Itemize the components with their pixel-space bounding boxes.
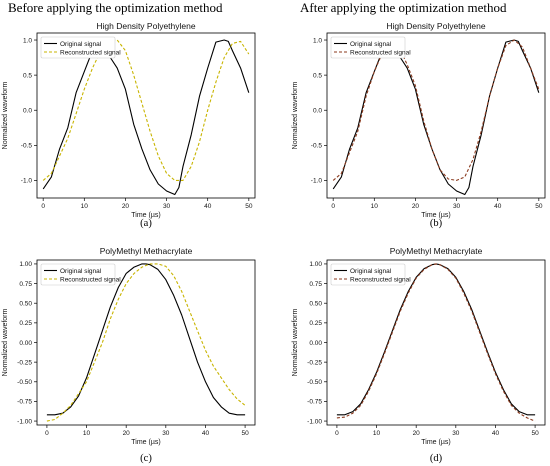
x-tick-label: 20 [413,430,421,437]
legend-box [40,263,116,286]
x-tick-label: 20 [412,203,420,210]
x-tick-label: 50 [531,430,539,437]
x-tick-label: 30 [163,203,171,210]
series-original-line [46,263,246,416]
y-tick-label: -0.25 [307,359,322,366]
x-axis-label: Time (µs) [131,439,160,446]
chart-title: PolyMethyl Methacrylate [100,246,193,256]
x-tick-label: 0 [335,430,339,437]
x-tick-label: 10 [83,430,91,437]
x-tick-label: 40 [204,203,212,210]
legend-label: Original signal [350,268,392,275]
series-reconstructed-line [336,263,536,422]
y-tick-label: -0.5 [311,143,323,150]
y-tick-label: 1.0 [23,37,32,44]
x-axis-label: Time (µs) [421,439,450,446]
legend-label: Reconstructed signal [350,276,411,283]
y-tick-label: -0.75 [17,399,32,406]
x-tick-label: 30 [452,430,460,437]
x-tick-label: 0 [41,203,45,210]
y-tick-label: -1.0 [21,178,33,185]
x-tick-label: 10 [81,203,89,210]
legend-label: Original signal [60,268,102,275]
y-tick-label: -1.00 [17,418,32,425]
y-tick-label: -0.5 [21,143,33,150]
legend-label: Reconstructed signal [350,49,411,56]
y-axis-label: Normalized waveform [2,308,9,376]
x-tick-label: 50 [241,430,249,437]
y-tick-label: 0.00 [309,340,322,347]
y-axis-label: Normalized waveform [292,308,299,376]
y-tick-label: 1.00 [309,261,322,268]
plot-frame [326,32,546,199]
x-tick-label: 0 [331,203,335,210]
series-reconstructed-line [332,39,540,181]
x-tick-label: 0 [45,430,49,437]
y-tick-label: 0.5 [23,72,32,79]
x-tick-label: 10 [373,430,381,437]
y-tick-label: 0.75 [309,281,322,288]
y-tick-label: -0.50 [17,379,32,386]
series-original-line [332,39,540,196]
y-axis-label: Normalized waveform [2,81,9,149]
header-before: Before applying the optimization method [8,0,223,15]
panel-label: (b) [430,218,443,229]
x-tick-label: 30 [162,430,170,437]
x-tick-label: 50 [535,203,543,210]
header-after: After applying the optimization method [300,0,507,15]
y-tick-label: 1.0 [313,37,322,44]
chart-title: PolyMethyl Methacrylate [390,246,483,256]
x-tick-label: 10 [371,203,379,210]
y-tick-label: -1.0 [311,178,323,185]
chart-title: High Density Polyethylene [386,21,485,31]
panel-label: (d) [430,453,443,464]
x-tick-label: 40 [494,203,502,210]
legend-box [330,36,406,59]
y-tick-label: 0.00 [19,340,32,347]
legend-label: Reconstructed signal [60,276,121,283]
panel-label: (a) [140,218,152,229]
legend-label: Original signal [60,41,102,48]
legend-box [330,263,406,286]
y-tick-label: 0.5 [313,72,322,79]
x-tick-label: 40 [202,430,210,437]
y-tick-label: 0.50 [309,301,322,308]
y-tick-label: -0.50 [307,379,322,386]
x-tick-label: 20 [122,203,130,210]
x-tick-label: 50 [245,203,253,210]
y-tick-label: 0.50 [19,301,32,308]
y-tick-label: 0.75 [19,281,32,288]
chart-title: High Density Polyethylene [96,21,195,31]
series-original-line [42,39,250,196]
x-tick-label: 40 [492,430,500,437]
series-reconstructed-line [42,39,250,181]
y-tick-label: 1.00 [19,261,32,268]
legend-label: Original signal [350,41,392,48]
x-tick-label: 20 [123,430,131,437]
y-tick-label: 0.25 [309,320,322,327]
y-tick-label: 0.25 [19,320,32,327]
series-reconstructed-line [46,263,246,422]
plot-frame [36,32,256,199]
panel-label: (c) [140,453,152,464]
y-tick-label: 0.0 [313,108,322,115]
x-tick-label: 30 [453,203,461,210]
y-tick-label: 0.0 [23,108,32,115]
legend-box [40,36,116,59]
y-axis-label: Normalized waveform [292,81,299,149]
x-axis-label: Time (µs) [421,212,450,219]
y-tick-label: -0.75 [307,399,322,406]
y-tick-label: -1.00 [307,418,322,425]
y-tick-label: -0.25 [17,359,32,366]
legend-label: Reconstructed signal [60,49,121,56]
x-axis-label: Time (µs) [131,212,160,219]
series-original-line [336,263,536,416]
